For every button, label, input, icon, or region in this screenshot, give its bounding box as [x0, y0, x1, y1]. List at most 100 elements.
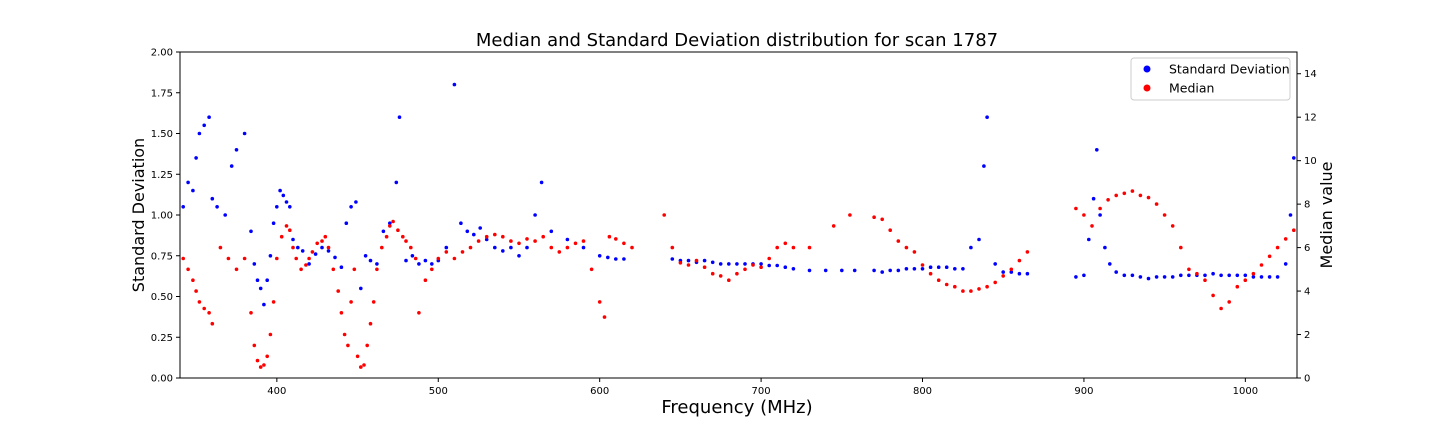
data-point: [1235, 284, 1240, 289]
data-point: [710, 260, 715, 265]
data-point: [1138, 275, 1143, 279]
data-point: [1090, 224, 1094, 228]
data-point: [365, 343, 370, 348]
legend-label-std: Standard Deviation: [1169, 62, 1290, 77]
data-point: [678, 261, 683, 265]
data-point: [223, 213, 227, 217]
data-point: [1235, 273, 1240, 278]
legend: Standard Deviation Median: [1130, 57, 1291, 101]
data-point: [404, 239, 408, 243]
data-point: [255, 358, 260, 363]
data-point: [1103, 245, 1107, 250]
data-point: [320, 245, 324, 250]
data-point: [1017, 271, 1022, 276]
data-point: [310, 250, 315, 254]
data-point: [565, 245, 570, 250]
data-point: [1017, 258, 1022, 263]
data-point: [1001, 270, 1005, 274]
data-point: [686, 258, 691, 263]
data-point: [252, 262, 257, 266]
y-axis-left-label: Standard Deviation: [129, 138, 148, 292]
y-right-tick-label: 8: [1304, 200, 1310, 211]
y-right-tick-label: 12: [1304, 113, 1317, 124]
y-left-tick-label: 1.00: [151, 211, 173, 222]
data-point: [1114, 193, 1118, 198]
data-point: [476, 239, 481, 243]
data-point: [468, 245, 473, 250]
data-point: [993, 280, 997, 285]
data-point: [194, 156, 198, 160]
data-point: [362, 363, 366, 367]
data-point: [315, 241, 320, 246]
data-point: [281, 193, 286, 198]
data-point: [961, 267, 965, 271]
legend-label-median: Median: [1169, 81, 1214, 96]
data-point: [1179, 273, 1183, 278]
data-point: [985, 115, 989, 119]
data-point: [525, 245, 529, 250]
data-point: [229, 164, 234, 168]
data-point: [226, 256, 231, 261]
data-point: [1130, 273, 1135, 278]
data-point: [381, 229, 386, 234]
data-point: [218, 245, 223, 250]
plot-frame: [179, 51, 1298, 379]
data-point: [759, 265, 763, 270]
data-point: [944, 265, 949, 270]
y-axis-right-label: Median value: [1317, 162, 1336, 269]
data-point: [533, 213, 537, 217]
data-point: [1162, 275, 1167, 279]
data-point: [326, 249, 331, 253]
data-point: [355, 354, 360, 359]
x-tick-label: 500: [429, 386, 448, 397]
data-point: [444, 245, 449, 250]
data-point: [539, 180, 544, 185]
data-point: [396, 228, 400, 232]
data-point: [284, 200, 289, 204]
data-point: [423, 258, 428, 263]
data-point: [430, 267, 434, 272]
data-point: [1082, 213, 1086, 217]
series-standard-deviation: [181, 82, 1296, 307]
data-point: [284, 224, 289, 228]
data-point: [1114, 270, 1118, 274]
data-point: [767, 256, 771, 261]
data-point: [1195, 271, 1199, 276]
data-point: [1203, 273, 1207, 278]
data-point: [186, 180, 190, 185]
data-point: [622, 257, 626, 261]
data-point: [589, 267, 594, 272]
data-point: [234, 148, 239, 152]
data-point: [614, 257, 618, 261]
y-left-tick-label: 0.50: [151, 292, 173, 303]
x-axis-label: Frequency (MHz): [661, 397, 812, 418]
data-point: [735, 271, 739, 276]
data-point: [1154, 202, 1159, 206]
data-point: [423, 278, 428, 283]
data-point: [258, 365, 263, 369]
data-point: [880, 217, 884, 222]
data-point: [573, 241, 578, 246]
data-point: [872, 215, 876, 219]
chart-title: Median and Standard Deviation distributi…: [476, 30, 998, 51]
data-point: [275, 256, 279, 261]
data-point: [375, 262, 379, 266]
data-point: [920, 267, 925, 271]
data-point: [349, 300, 353, 304]
data-point: [197, 300, 202, 304]
data-point: [977, 287, 981, 291]
data-point: [775, 263, 779, 268]
y-right-tick-label: 10: [1304, 156, 1317, 167]
data-point: [759, 262, 763, 266]
data-point: [1292, 228, 1296, 232]
data-point: [791, 267, 796, 271]
data-point: [1251, 275, 1256, 279]
data-point: [452, 82, 457, 87]
data-point: [339, 311, 344, 315]
data-point: [501, 249, 505, 253]
data-point: [459, 221, 463, 225]
data-point: [404, 258, 408, 263]
data-point: [670, 245, 675, 250]
